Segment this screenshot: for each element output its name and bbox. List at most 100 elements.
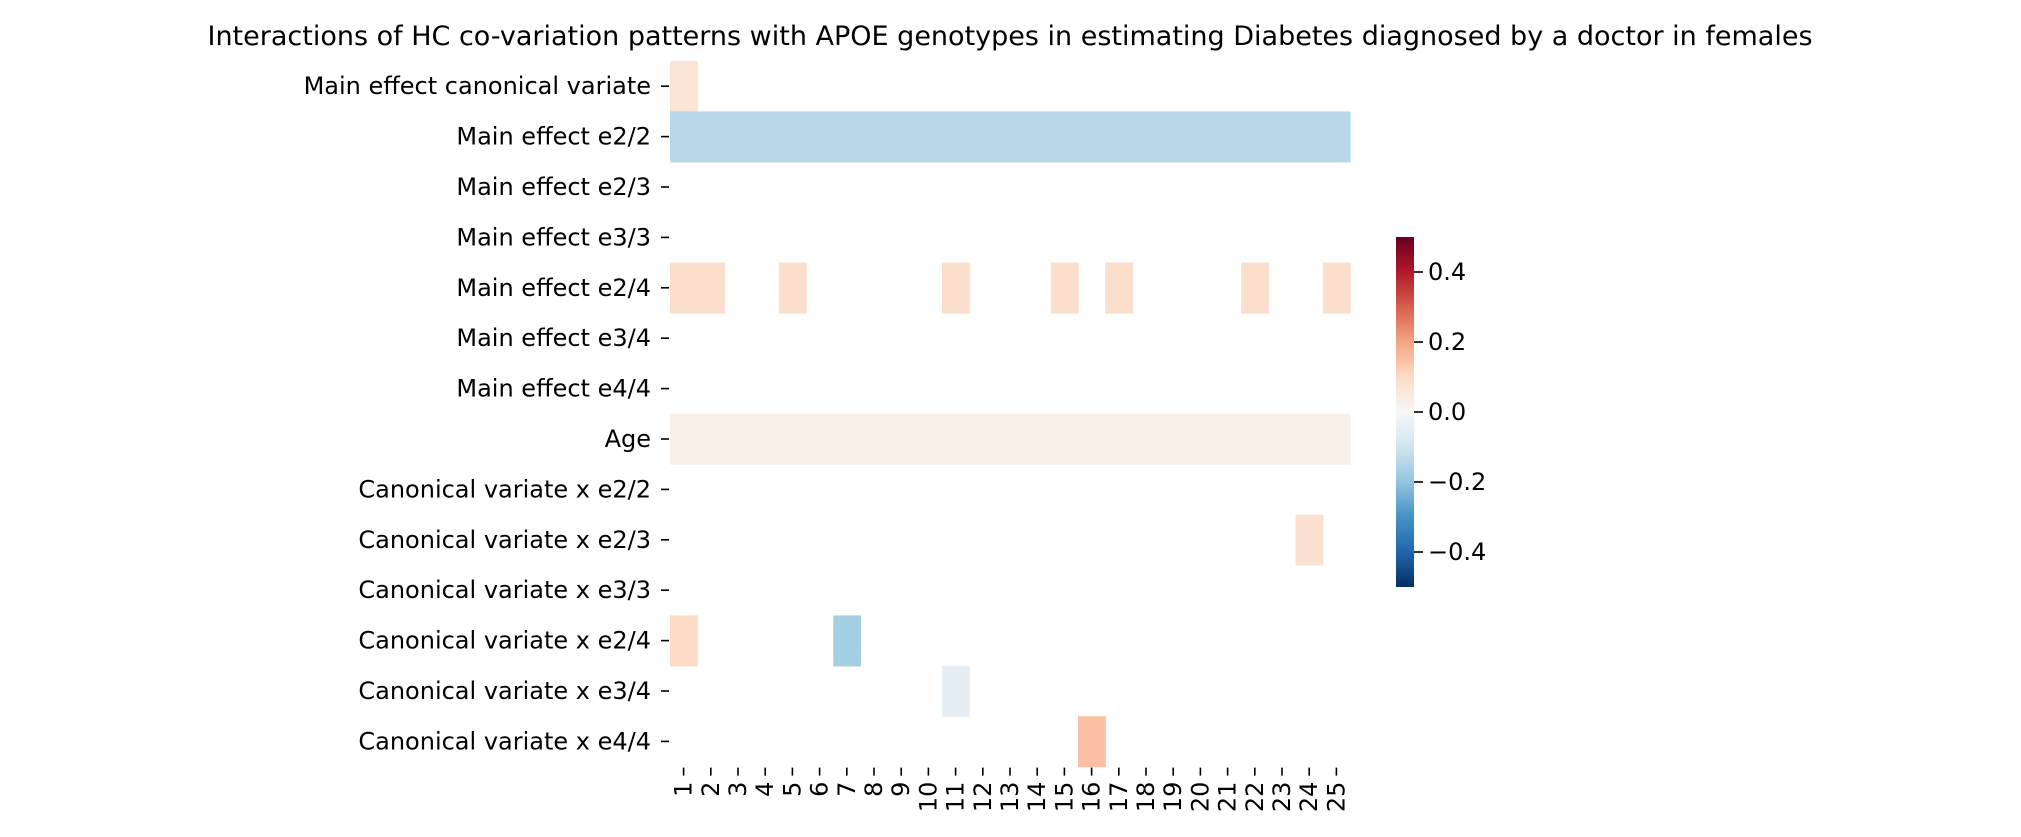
chart-title: Interactions of HC co-variation patterns…: [207, 21, 1812, 52]
heatmap-cell: [942, 262, 970, 314]
heatmap-cell: [833, 413, 861, 465]
x-tick-label: 16: [1078, 782, 1106, 813]
heatmap-cell: [1023, 413, 1052, 465]
heatmap-cell: [1078, 716, 1106, 768]
heatmap-cell: [1159, 111, 1188, 163]
heatmap-cell: [1132, 413, 1161, 465]
heatmap-cell: [887, 111, 916, 163]
heatmap-cell: [778, 262, 807, 314]
x-tick-label: 2: [697, 782, 725, 797]
heatmap-cell: [1023, 111, 1052, 163]
heatmap-cell: [1105, 111, 1133, 163]
heatmap-cell: [806, 111, 834, 163]
heatmap-cell: [1322, 111, 1351, 163]
x-tick-label: 5: [778, 782, 806, 797]
heatmap-cell: [1241, 413, 1269, 465]
colorbar-gradient: [1396, 237, 1414, 587]
heatmap-cell: [1050, 413, 1079, 465]
heatmap-cell: [751, 413, 780, 465]
heatmap-cell: [833, 615, 861, 667]
heatmap-cell: [1241, 111, 1269, 163]
x-tick-label: 9: [887, 782, 915, 797]
x-tick-label: 18: [1132, 782, 1160, 813]
heatmap-cell: [1295, 514, 1324, 566]
heatmap-cell: [697, 111, 725, 163]
heatmap-cell: [724, 413, 753, 465]
x-tick-label: 12: [969, 782, 997, 813]
y-tick-label: Main effect e2/4: [456, 274, 651, 302]
x-tick-label: 11: [942, 782, 970, 813]
heatmap-cell: [833, 111, 861, 163]
y-axis: Main effect canonical variate Main effect…: [304, 72, 669, 755]
heatmap-cell: [778, 413, 807, 465]
x-tick-label: 17: [1105, 782, 1133, 813]
y-tick-label: Main effect canonical variate: [304, 72, 651, 100]
heatmap-cell: [1268, 413, 1297, 465]
y-tick-label: Age: [605, 425, 651, 453]
heatmap-cell: [724, 111, 753, 163]
colorbar-tick-label: 0.2: [1428, 328, 1466, 356]
heatmap-cells: [670, 61, 1351, 768]
heatmap-cell: [1050, 111, 1079, 163]
heatmap-cell: [670, 61, 698, 112]
y-tick-label: Main effect e3/4: [456, 324, 651, 352]
y-tick-label: Main effect e3/3: [456, 223, 651, 251]
heatmap-cell: [751, 111, 780, 163]
colorbar-tick-label: −0.2: [1428, 468, 1486, 496]
heatmap-cell: [806, 413, 834, 465]
x-tick-label: 7: [833, 782, 861, 797]
heatmap-cell: [697, 262, 725, 314]
heatmap-cell: [1078, 413, 1106, 465]
y-tick-label: Canonical variate x e2/2: [358, 475, 651, 503]
x-tick-label: 8: [860, 782, 888, 797]
heatmap-cell: [996, 111, 1025, 163]
colorbar-tick-label: −0.4: [1428, 538, 1486, 566]
heatmap-cell: [860, 413, 889, 465]
x-tick-label: 6: [806, 782, 834, 797]
x-tick-label: 4: [751, 782, 779, 797]
heatmap-cell: [1322, 413, 1351, 465]
colorbar-tick-label: 0.0: [1428, 398, 1466, 426]
heatmap-cell: [1322, 262, 1351, 314]
heatmap-cell: [969, 413, 997, 465]
x-tick-label: 14: [1023, 782, 1051, 813]
heatmap-cell: [1295, 413, 1324, 465]
x-tick-label: 19: [1159, 782, 1187, 813]
y-tick-label: Main effect e2/2: [456, 123, 651, 151]
x-tick-label: 24: [1295, 782, 1323, 813]
heatmap-cell: [1050, 262, 1079, 314]
x-axis: 1 2 3 4 5 6 7 8 9 10 11 12 13 14 15 16 17 18 19 20 21 22 23 24 2…: [670, 767, 1350, 813]
heatmap-cell: [670, 262, 698, 314]
y-tick-label: Canonical variate x e3/4: [358, 677, 651, 705]
y-tick-label: Canonical variate x e4/4: [358, 727, 651, 755]
heatmap-cell: [942, 111, 970, 163]
heatmap-cell: [670, 111, 698, 163]
heatmap-cell: [1186, 111, 1215, 163]
heatmap-cell: [942, 413, 970, 465]
heatmap-cell: [670, 413, 698, 465]
heatmap-cell: [670, 615, 698, 667]
x-tick-label: 10: [914, 782, 942, 813]
heatmap-cell: [1186, 413, 1215, 465]
y-tick-label: Canonical variate x e2/4: [358, 627, 651, 655]
y-tick-label: Main effect e2/3: [456, 173, 651, 201]
x-tick-label: 22: [1241, 782, 1269, 813]
x-tick-label: 20: [1186, 782, 1214, 813]
y-tick-label: Canonical variate x e2/3: [358, 526, 651, 554]
heatmap-cell: [942, 665, 970, 717]
heatmap-cell: [1132, 111, 1161, 163]
heatmap-cell: [1159, 413, 1188, 465]
y-tick-label: Main effect e4/4: [456, 375, 651, 403]
heatmap-cell: [860, 111, 889, 163]
x-tick-label: 1: [670, 782, 698, 797]
x-tick-label: 21: [1214, 782, 1242, 813]
heatmap-cell: [1214, 111, 1242, 163]
heatmap-cell: [969, 111, 997, 163]
heatmap-cell: [996, 413, 1025, 465]
colorbar-tick-label: 0.4: [1428, 258, 1466, 286]
heatmap-cell: [887, 413, 916, 465]
x-tick-label: 25: [1322, 782, 1350, 813]
heatmap-cell: [914, 413, 943, 465]
heatmap-cell: [1214, 413, 1242, 465]
